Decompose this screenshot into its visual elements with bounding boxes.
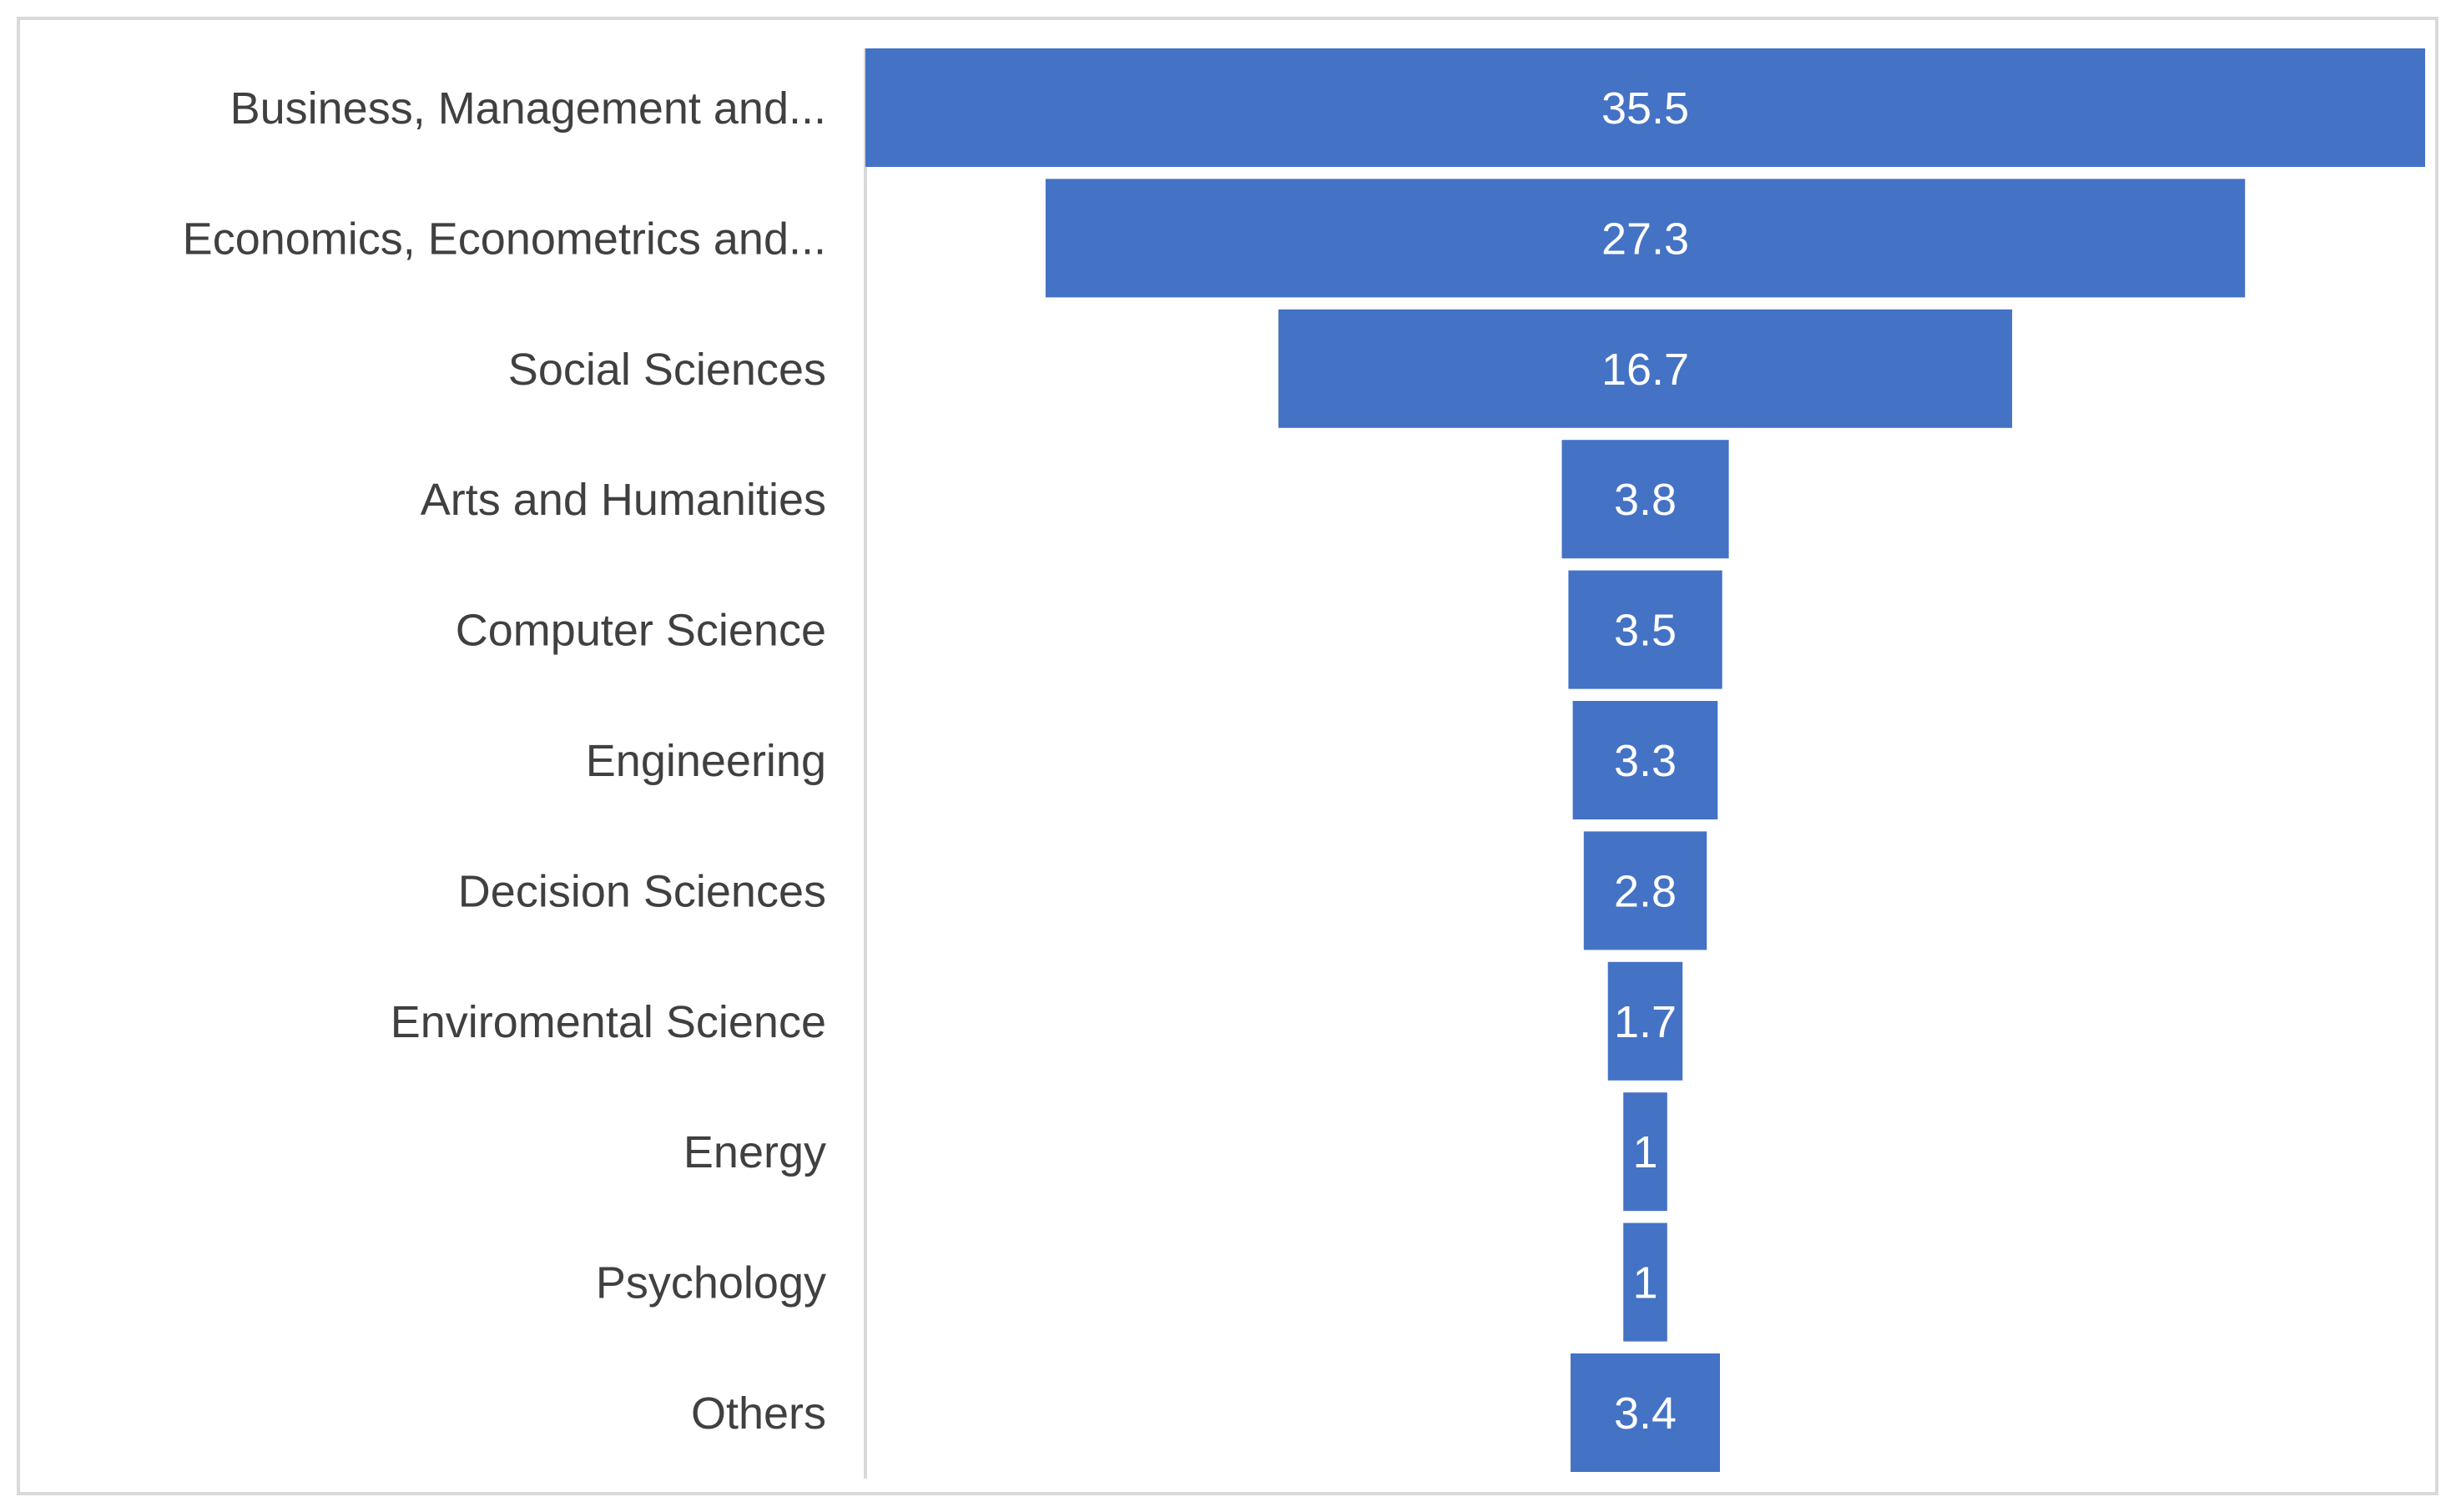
bar-value-label: 3.4 bbox=[1614, 1389, 1677, 1439]
bar-value-label: 16.7 bbox=[1601, 345, 1689, 395]
category-label: Social Sciences bbox=[508, 345, 826, 395]
funnel-bar bbox=[865, 48, 2425, 167]
category-label: Decision Sciences bbox=[458, 866, 826, 916]
category-label: Others bbox=[691, 1389, 826, 1439]
bar-value-label: 1 bbox=[1632, 1127, 1657, 1177]
category-label: Psychology bbox=[596, 1258, 826, 1308]
bar-value-label: 27.3 bbox=[1601, 214, 1689, 264]
bar-group bbox=[865, 48, 2425, 1472]
funnel-bar bbox=[1583, 831, 1707, 950]
funnel-bar bbox=[1278, 309, 2013, 428]
bar-value-label: 2.8 bbox=[1614, 866, 1677, 916]
funnel-bar bbox=[1568, 570, 1722, 689]
category-label: Computer Science bbox=[456, 606, 826, 656]
bar-value-label: 1.7 bbox=[1614, 997, 1677, 1047]
funnel-bar bbox=[1623, 1092, 1667, 1212]
category-label: Economics, Econometrics and... bbox=[183, 214, 826, 264]
category-label: Enviromental Science bbox=[391, 997, 826, 1047]
bar-value-label: 1 bbox=[1632, 1258, 1657, 1308]
funnel-bar bbox=[1561, 440, 1729, 559]
funnel-bar bbox=[1607, 961, 1683, 1081]
category-label: Arts and Humanities bbox=[421, 475, 826, 525]
funnel-bar bbox=[1571, 1353, 1720, 1472]
value-label-group: 35.5 27.3 16.7 3.8 3.5 3.3 2.8 1.7 1 1 3.4 bbox=[1601, 83, 1689, 1439]
bar-value-label: 3.5 bbox=[1614, 606, 1677, 656]
category-label: Engineering bbox=[586, 736, 826, 786]
funnel-bar bbox=[1623, 1222, 1667, 1342]
category-label-group: Business, Management and... Economics, Ec… bbox=[183, 83, 826, 1439]
bar-value-label: 3.3 bbox=[1614, 736, 1677, 786]
category-label: Business, Management and... bbox=[230, 83, 826, 134]
funnel-bar bbox=[1572, 701, 1718, 819]
funnel-bar bbox=[1045, 179, 2246, 298]
bar-value-label: 35.5 bbox=[1601, 83, 1689, 134]
category-label: Energy bbox=[683, 1127, 826, 1177]
bar-value-label: 3.8 bbox=[1614, 475, 1677, 525]
